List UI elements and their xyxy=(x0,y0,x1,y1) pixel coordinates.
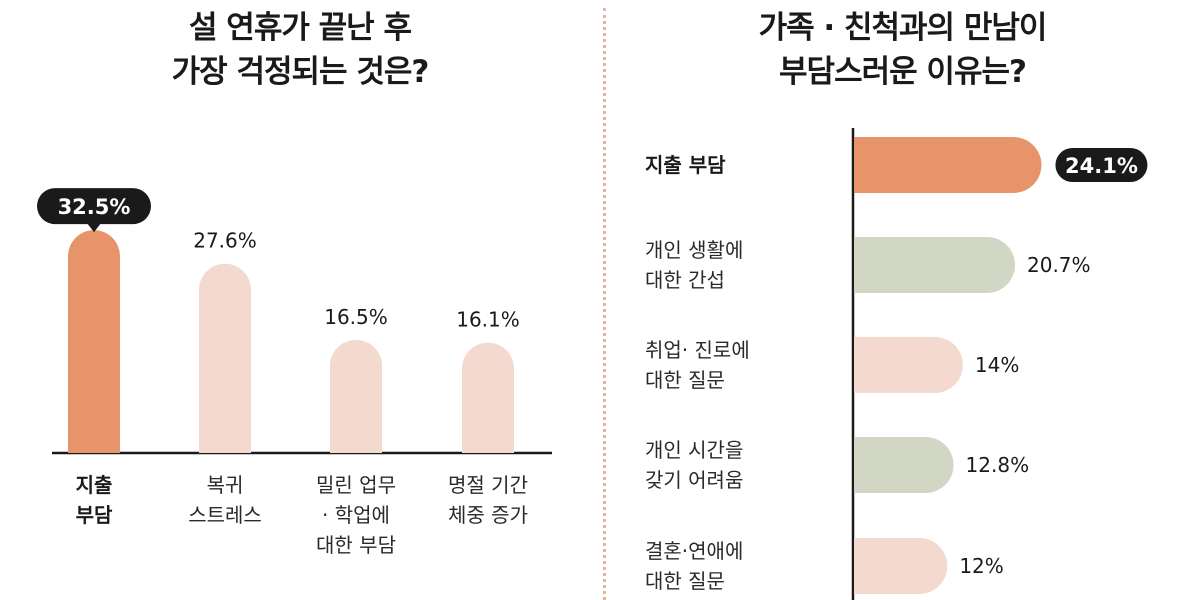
hvalue-label-1: 24.1% xyxy=(1065,154,1138,178)
left-chart-title-line-1: 설 연휴가 끝난 후 xyxy=(188,10,412,46)
category-label-2-line-1: 복귀 xyxy=(207,473,244,497)
value-label-4: 16.1% xyxy=(456,308,520,332)
hbar-1 xyxy=(854,137,1042,193)
left-chart-title-line-2: 가장 걱정되는 것은? xyxy=(171,54,430,90)
hcategory-label-4-line-2: 갖기 어려움 xyxy=(645,468,743,492)
bar-3 xyxy=(330,339,382,453)
hcategory-label-3-line-1: 취업· 진로에 xyxy=(645,338,750,362)
hbar-5 xyxy=(854,538,948,594)
hcategory-label-3-line-2: 대한 질문 xyxy=(645,368,725,392)
right-chart-panel: 가족 · 친척과의 만남이 부담스러운 이유는? 24.1% 지출 부담 20.7%… xyxy=(605,0,1200,600)
hcategory-label-2-line-1: 개인 생활에 xyxy=(645,238,743,262)
category-label-3-line-3: 대한 부담 xyxy=(316,533,396,557)
hcategory-label-5-line-2: 대한 질문 xyxy=(645,569,725,593)
value-label-2: 27.6% xyxy=(193,229,257,253)
right-chart-title: 가족 · 친척과의 만남이 부담스러운 이유는? xyxy=(605,6,1200,94)
hvalue-label-3: 14% xyxy=(975,353,1019,377)
hvalue-label-5: 12% xyxy=(959,554,1003,578)
value-bubble-pointer-1 xyxy=(87,223,101,233)
bar-4 xyxy=(462,342,514,453)
hcategory-label-1-line-1: 지출 부담 xyxy=(645,153,726,177)
hvalue-label-2: 20.7% xyxy=(1027,253,1091,277)
left-chart-title: 설 연휴가 끝난 후 가장 걱정되는 것은? xyxy=(0,6,600,94)
category-label-1-line-1: 지출 xyxy=(76,473,113,497)
hbar-3 xyxy=(854,337,963,393)
right-chart-title-line-1: 가족 · 친척과의 만남이 xyxy=(758,10,1048,46)
hvalue-bubble-1 xyxy=(1055,148,1148,182)
bar-2 xyxy=(199,263,251,453)
right-chart-title-line-2: 부담스러운 이유는? xyxy=(779,54,1027,90)
category-label-2-line-2: 스트레스 xyxy=(188,503,262,527)
hbar-2 xyxy=(854,237,1015,293)
hcategory-label-4-line-1: 개인 시간을 xyxy=(645,438,743,462)
category-label-4-line-1: 명절 기간 xyxy=(448,473,528,497)
category-label-3-line-2: · 학업에 xyxy=(322,503,390,527)
category-label-3-line-1: 밀린 업무 xyxy=(316,473,396,497)
panel-divider xyxy=(603,8,606,600)
value-bubble-1 xyxy=(37,188,151,225)
category-label-1-line-2: 부담 xyxy=(76,503,113,527)
value-label-3: 16.5% xyxy=(324,305,388,329)
hvalue-label-4: 12.8% xyxy=(966,453,1030,477)
bar-1 xyxy=(68,230,120,453)
category-label-4-line-2: 체중 증가 xyxy=(448,503,528,527)
hcategory-label-2-line-2: 대한 간섭 xyxy=(645,268,725,292)
hcategory-label-5-line-1: 결혼·연애에 xyxy=(645,539,743,563)
hbar-4 xyxy=(854,437,954,493)
value-label-1: 32.5% xyxy=(58,195,131,219)
